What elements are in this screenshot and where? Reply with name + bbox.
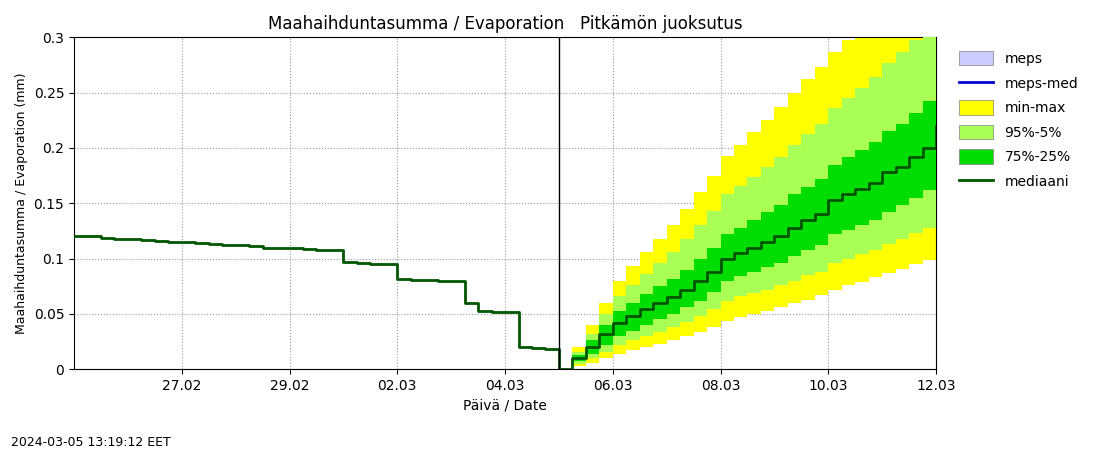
X-axis label: Päivä / Date: Päivä / Date [463,399,547,413]
Text: 2024-03-05 13:19:12 EET: 2024-03-05 13:19:12 EET [11,436,170,449]
Legend: meps, meps-med, min-max, 95%-5%, 75%-25%, mediaani: meps, meps-med, min-max, 95%-5%, 75%-25%… [952,44,1085,196]
Title: Maahaihduntasumma / Evaporation   Pitkämön juoksutus: Maahaihduntasumma / Evaporation Pitkämön… [267,15,742,33]
Y-axis label: Maahaihduntasumma / Evaporation (mm): Maahaihduntasumma / Evaporation (mm) [15,72,28,334]
